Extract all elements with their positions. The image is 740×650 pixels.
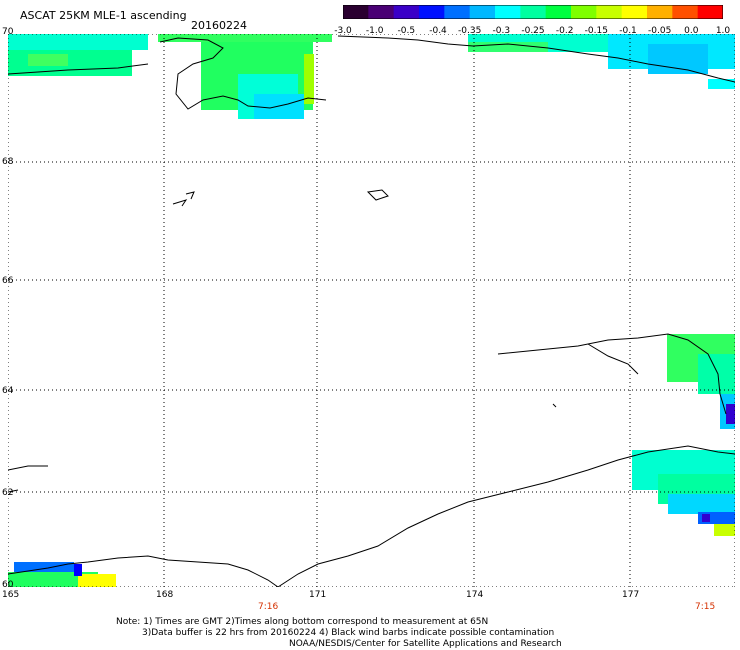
lon-label-171: 171: [309, 590, 327, 600]
colorbar-swatch: [596, 5, 623, 19]
colorbar-swatch: [469, 5, 496, 19]
lon-label-174: 174: [466, 590, 484, 600]
colorbar-tick-label: -0.3: [492, 26, 511, 36]
colorbar-tick-label: -0.25: [521, 26, 545, 36]
lon-label-177: 177: [622, 590, 640, 600]
note-line-3: NOAA/NESDIS/Center for Satellite Applica…: [289, 639, 562, 649]
colorbar-swatch: [419, 5, 445, 19]
map-plot: [8, 34, 735, 587]
colorbar-tick-label: -0.5: [397, 26, 416, 36]
time-label-right: 7:15: [695, 602, 716, 612]
map-date: 20160224: [191, 19, 247, 32]
lat-label-62: 62: [2, 488, 14, 498]
colorbar-swatch: [621, 5, 648, 19]
colorbar-swatch: [545, 5, 572, 19]
colorbar-tick-label: -0.1: [619, 26, 637, 36]
colorbar-tick-label: -0.15: [584, 26, 608, 36]
colorbar-tick-label: -0.4: [429, 26, 447, 36]
colorbar-tick-label: 0.0: [684, 26, 699, 36]
graticule: [8, 34, 735, 587]
lat-label-68: 68: [2, 157, 14, 167]
colorbar-swatch: [444, 5, 471, 19]
lat-label-66: 66: [2, 276, 14, 286]
colorbar-swatch: [343, 5, 369, 19]
coastlines: [8, 35, 735, 587]
note-line-2: 3)Data buffer is 22 hrs from 20160224 4)…: [142, 628, 555, 638]
colorbar-swatch: [647, 5, 673, 19]
colorbar-swatch: [368, 5, 395, 19]
colorbar-swatch: [571, 5, 597, 19]
colorbar: [343, 5, 723, 19]
colorbar-swatch: [393, 5, 420, 19]
colorbar-swatch: [672, 5, 699, 19]
colorbar-tick-label: -0.2: [555, 26, 574, 36]
colorbar-tick-label: 1.0: [715, 26, 731, 36]
time-label-left: 7:16: [258, 602, 279, 612]
lon-label-165: 165: [2, 590, 20, 600]
lon-label-168: 168: [156, 590, 174, 600]
lat-label-70: 70: [2, 27, 14, 37]
colorbar-swatch: [697, 5, 723, 19]
colorbar-tick-label: -3.0: [334, 26, 352, 36]
note-line-1: Note: 1) Times are GMT 2)Times along bot…: [116, 617, 489, 627]
lat-label-60: 60: [2, 580, 14, 590]
lat-label-64: 64: [2, 386, 14, 396]
colorbar-swatch: [520, 5, 547, 19]
map-title: ASCAT 25KM MLE-1 ascending: [20, 9, 187, 22]
colorbar-tick-label: -1.0: [365, 26, 384, 36]
colorbar-swatch: [495, 5, 521, 19]
colorbar-tick-label: -0.35: [458, 26, 482, 36]
wind-data-patches: [8, 34, 735, 587]
colorbar-tick-label: -0.05: [648, 26, 672, 36]
